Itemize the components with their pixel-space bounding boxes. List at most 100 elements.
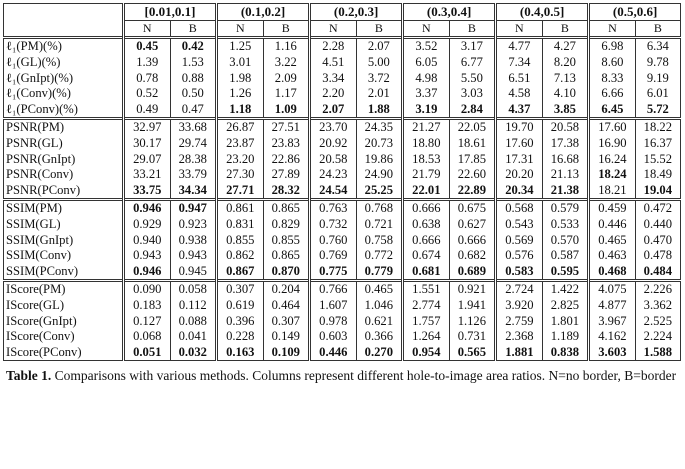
value-cell: 0.731: [448, 328, 497, 345]
table-row: SSIM(GnIpt) 0.940 0.938 0.855 0.855 0.760 0.75…: [3, 232, 682, 248]
value-cell: 20.34: [494, 182, 543, 200]
value-cell: 3.362: [634, 297, 682, 314]
value-cell: 0.058: [169, 279, 218, 298]
value-cell: 20.73: [355, 135, 404, 152]
value-cell: 0.946: [122, 263, 171, 281]
value-cell: 2.825: [541, 297, 590, 314]
value-cell: 3.01: [215, 54, 264, 71]
subheader-cell: B: [262, 20, 311, 38]
value-cell: 0.440: [634, 216, 682, 233]
value-cell: 6.66: [587, 85, 636, 102]
value-cell: 0.484: [634, 263, 682, 281]
value-cell: 2.724: [494, 279, 543, 298]
value-cell: 0.947: [169, 198, 218, 217]
value-cell: 1.16: [262, 36, 311, 55]
row-label: PSNR(PConv): [3, 182, 124, 200]
value-cell: 29.07: [122, 151, 171, 167]
table-row: ℓ₁(PConv)(%) 0.49 0.47 1.18 1.09 2.07 1.88 3.19…: [3, 101, 682, 119]
row-label: ℓ₁(Conv)(%): [3, 85, 124, 102]
value-cell: 0.923: [169, 216, 218, 233]
subheader-cell: N: [494, 20, 543, 38]
row-label: IScore(GnIpt): [3, 313, 124, 329]
value-cell: 2.07: [355, 36, 404, 55]
value-cell: 0.689: [448, 263, 497, 281]
value-cell: 1.39: [122, 54, 171, 71]
row-label: IScore(GL): [3, 297, 124, 314]
value-cell: 0.468: [587, 263, 636, 281]
value-cell: 24.54: [308, 182, 357, 200]
value-cell: 21.27: [401, 117, 450, 136]
value-cell: 3.85: [541, 101, 590, 119]
value-cell: 3.920: [494, 297, 543, 314]
value-cell: 1.422: [541, 279, 590, 298]
subheader-cell: N: [308, 20, 357, 38]
value-cell: 0.570: [541, 232, 590, 248]
value-cell: 1.881: [494, 344, 543, 362]
value-cell: 6.34: [634, 36, 682, 55]
value-cell: 3.52: [401, 36, 450, 55]
value-cell: 0.051: [122, 344, 171, 362]
value-cell: 23.83: [262, 135, 311, 152]
table-row: ℓ₁(GnIpt)(%) 0.78 0.88 1.98 2.09 3.34 3.72 4.98…: [3, 70, 682, 86]
row-label: PSNR(GL): [3, 135, 124, 152]
value-cell: 21.79: [401, 166, 450, 183]
value-cell: 4.77: [494, 36, 543, 55]
value-cell: 0.945: [169, 263, 218, 281]
value-cell: 20.58: [541, 117, 590, 136]
value-cell: 0.779: [355, 263, 404, 281]
value-cell: 27.89: [262, 166, 311, 183]
value-cell: 0.569: [494, 232, 543, 248]
value-cell: 0.938: [169, 232, 218, 248]
value-cell: 2.84: [448, 101, 497, 119]
row-label: SSIM(PConv): [3, 263, 124, 281]
subheader-cell: N: [587, 20, 636, 38]
value-cell: 0.682: [448, 247, 497, 264]
value-cell: 0.775: [308, 263, 357, 281]
value-cell: 0.638: [401, 216, 450, 233]
value-cell: 1.189: [541, 328, 590, 345]
value-cell: 0.721: [355, 216, 404, 233]
table-row: SSIM(Conv) 0.943 0.943 0.862 0.865 0.769 0.772…: [3, 247, 682, 264]
value-cell: 6.77: [448, 54, 497, 71]
value-cell: 27.30: [215, 166, 264, 183]
value-cell: 15.52: [634, 151, 682, 167]
value-cell: 0.543: [494, 216, 543, 233]
value-cell: 0.52: [122, 85, 171, 102]
value-cell: 0.760: [308, 232, 357, 248]
row-label: PSNR(Conv): [3, 166, 124, 183]
value-cell: 34.34: [169, 182, 218, 200]
subheader-cell: B: [541, 20, 590, 38]
value-cell: 1.264: [401, 328, 450, 345]
value-cell: 33.79: [169, 166, 218, 183]
value-cell: 8.60: [587, 54, 636, 71]
value-cell: 8.20: [541, 54, 590, 71]
value-cell: 3.37: [401, 85, 450, 102]
caption-label: Table 1.: [6, 368, 52, 384]
corner-cell: [3, 2, 124, 38]
value-cell: 0.929: [122, 216, 171, 233]
value-cell: 0.464: [262, 297, 311, 314]
value-cell: 0.42: [169, 36, 218, 55]
value-cell: 3.03: [448, 85, 497, 102]
value-cell: 0.396: [215, 313, 264, 329]
subheader-cell: B: [169, 20, 218, 38]
value-cell: 2.759: [494, 313, 543, 329]
value-cell: 1.09: [262, 101, 311, 119]
value-cell: 0.943: [122, 247, 171, 264]
row-label: ℓ₁(GL)(%): [3, 54, 124, 71]
value-cell: 0.032: [169, 344, 218, 362]
value-cell: 21.38: [541, 182, 590, 200]
table-row: IScore(PConv) 0.051 0.032 0.163 0.109 0.446 0.…: [3, 344, 682, 362]
value-cell: 0.041: [169, 328, 218, 345]
group-header: [0.01,0.1]: [121, 3, 218, 21]
value-cell: 17.31: [494, 151, 543, 167]
value-cell: 4.51: [308, 54, 357, 71]
value-cell: 4.877: [587, 297, 636, 314]
value-cell: 0.674: [401, 247, 450, 264]
value-cell: 20.92: [308, 135, 357, 152]
value-cell: 3.72: [355, 70, 404, 86]
header-row: [0.01,0.1] (0.1,0.2] (0.2,0.3] (0.3,0.4] (0.…: [3, 2, 681, 38]
value-cell: 0.769: [308, 247, 357, 264]
table-row: IScore(PM) 0.090 0.058 0.307 0.204 0.766 0.465…: [3, 279, 682, 298]
